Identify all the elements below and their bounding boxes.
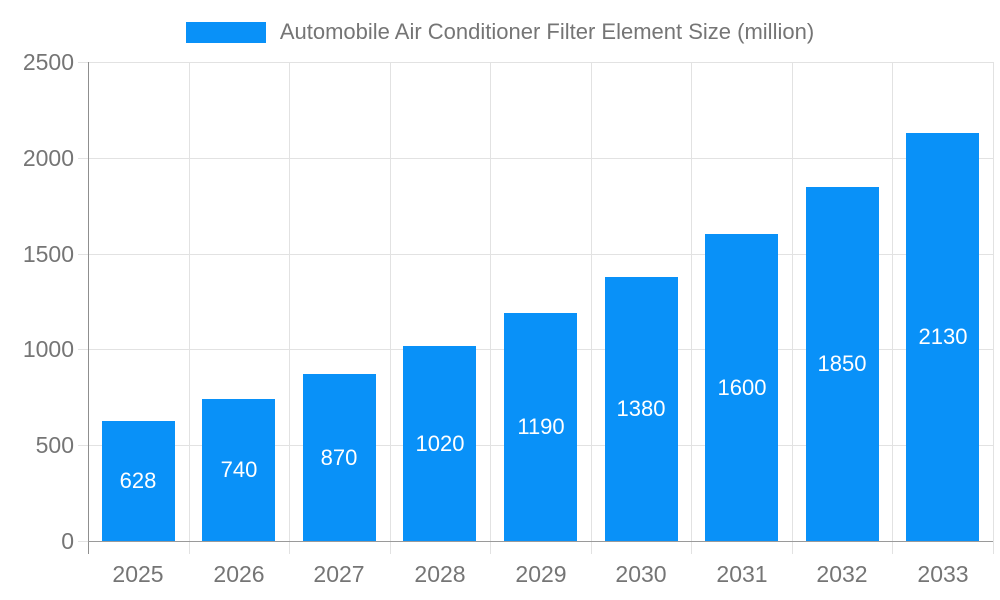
x-tick-label: 2029 [515,561,567,587]
x-tick-label: 2028 [414,561,466,587]
bar-value-label: 2130 [918,324,968,349]
gridline-x [490,62,491,554]
gridline-x [289,62,290,554]
bar-value-label: 1380 [616,396,666,421]
x-tick-label: 2025 [112,561,164,587]
gridline-x [792,62,793,554]
x-tick-label: 2033 [917,561,969,587]
x-tick-label: 2027 [313,561,365,587]
gridline-x [189,62,190,554]
legend-label: Automobile Air Conditioner Filter Elemen… [279,19,815,44]
bar-value-label: 628 [119,468,157,493]
bar-value-label: 1850 [817,351,867,376]
x-tick-label: 2026 [213,561,265,587]
gridline-x [892,62,893,554]
bar [202,399,275,541]
bar-value-label: 740 [220,457,258,482]
y-axis-line [88,62,89,554]
y-axis-tick [78,541,88,542]
y-tick-label: 1500 [22,241,74,267]
bar-value-label: 1190 [517,414,565,439]
bar [504,313,577,541]
bar [605,277,678,541]
legend: Automobile Air Conditioner Filter Elemen… [0,14,1000,50]
bar-value-label: 1020 [415,431,465,456]
bar [705,234,778,541]
bar-value-label: 870 [320,445,358,470]
gridline-x [591,62,592,554]
gridline-x [390,62,391,554]
bar [906,133,979,541]
y-tick-label: 1000 [22,336,74,362]
gridline-y [78,254,993,255]
legend-swatch [185,21,266,43]
bar [403,346,476,541]
bar [303,374,376,541]
y-tick-label: 2500 [22,49,74,75]
gridline-x [993,62,994,554]
bar [102,421,175,541]
gridline-y [78,158,993,159]
x-tick-label: 2032 [816,561,868,587]
gridline-x [691,62,692,554]
y-tick-label: 0 [61,528,74,554]
bar-value-label: 1600 [717,375,767,400]
gridline-y [78,62,993,63]
x-tick-label: 2030 [615,561,667,587]
x-axis-line [88,541,993,542]
bar [806,187,879,541]
x-tick-label: 2031 [716,561,768,587]
y-tick-label: 500 [35,432,74,458]
y-tick-label: 2000 [22,145,74,171]
